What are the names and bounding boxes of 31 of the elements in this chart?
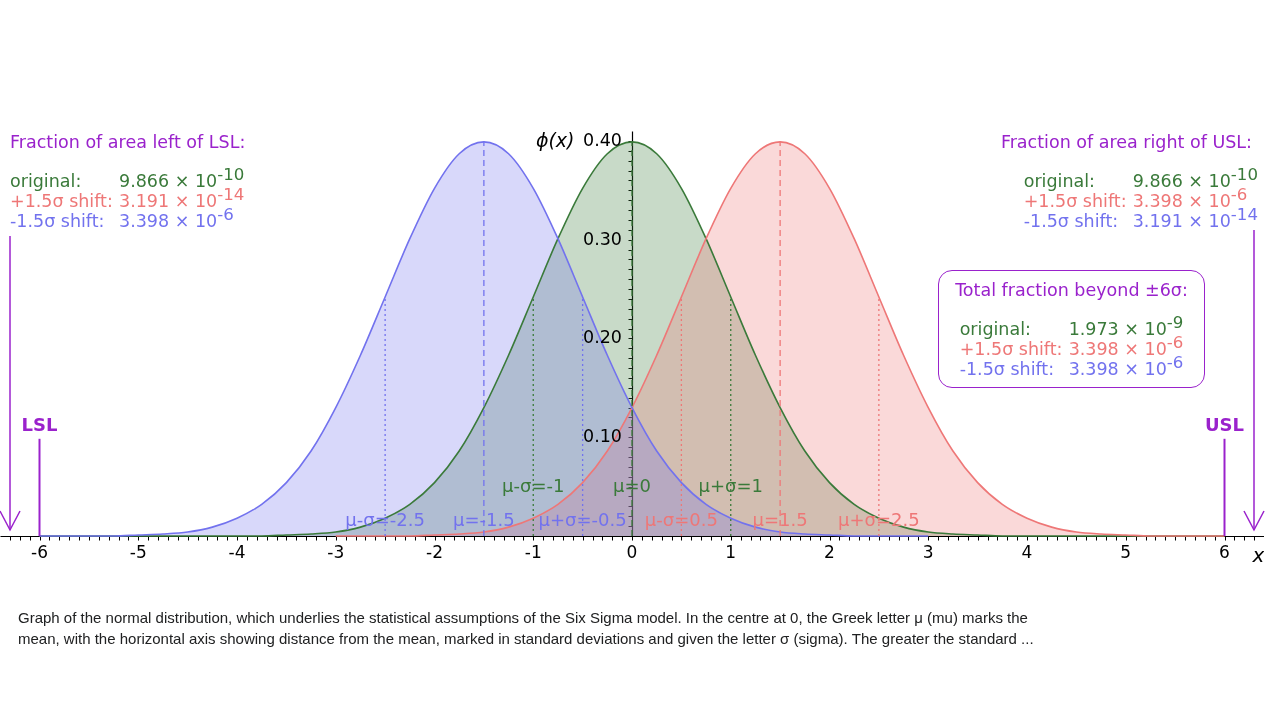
- annotation: Fraction of area right of USL:: [1000, 131, 1253, 153]
- y-tick-label: 0.30: [583, 228, 622, 249]
- ref-line-label: μ=1.5: [752, 509, 808, 530]
- x-tick-label: -4: [228, 542, 246, 562]
- x-axis-title: x: [1251, 542, 1265, 567]
- x-tick-label: 4: [1021, 542, 1033, 562]
- y-tick-label: 0.40: [583, 129, 622, 150]
- y-tick-label: 0.10: [583, 426, 622, 447]
- ref-line-label: LSL: [21, 413, 58, 435]
- x-tick-label: -2: [426, 542, 443, 562]
- x-tick-label: 5: [1120, 542, 1132, 562]
- annotation: Fraction of area left of LSL:: [10, 131, 246, 153]
- x-tick-label: -5: [129, 542, 147, 562]
- ref-line-label: μ+σ=-0.5: [538, 509, 627, 530]
- x-tick-label: 6: [1219, 542, 1230, 562]
- y-axis-title: ϕ(x): [535, 129, 575, 152]
- ref-line-label: USL: [1204, 413, 1245, 435]
- ref-line-label: μ-σ=0.5: [644, 509, 718, 530]
- x-tick-label: 0: [626, 542, 638, 562]
- text: Graph of the normal distribution, which underlies the statistical assumptions of the Six Sigma model. In the centre at 0, the Greek letter μ (mu) marks the mean, with the horizontal axis showing distance from the mean, marked in standard deviations and given the letter σ (sigma). The greater the standard ...: [18, 608, 1035, 649]
- annotation: Total fraction beyond ±6σ:: [954, 279, 1189, 301]
- x-tick-label: 2: [824, 542, 835, 562]
- x-tick-label: -1: [524, 542, 542, 562]
- ref-line-label: μ=-1.5: [453, 509, 515, 530]
- ref-line-label: μ-σ=-1: [502, 475, 565, 496]
- ref-line-label: μ+σ=1: [698, 475, 763, 496]
- y-tick-label: 0.20: [583, 327, 622, 348]
- x-tick-label: 1: [725, 542, 737, 562]
- x-tick-label: -3: [327, 542, 345, 562]
- x-tick-label: -6: [31, 542, 48, 562]
- x-tick-label: 3: [922, 542, 934, 562]
